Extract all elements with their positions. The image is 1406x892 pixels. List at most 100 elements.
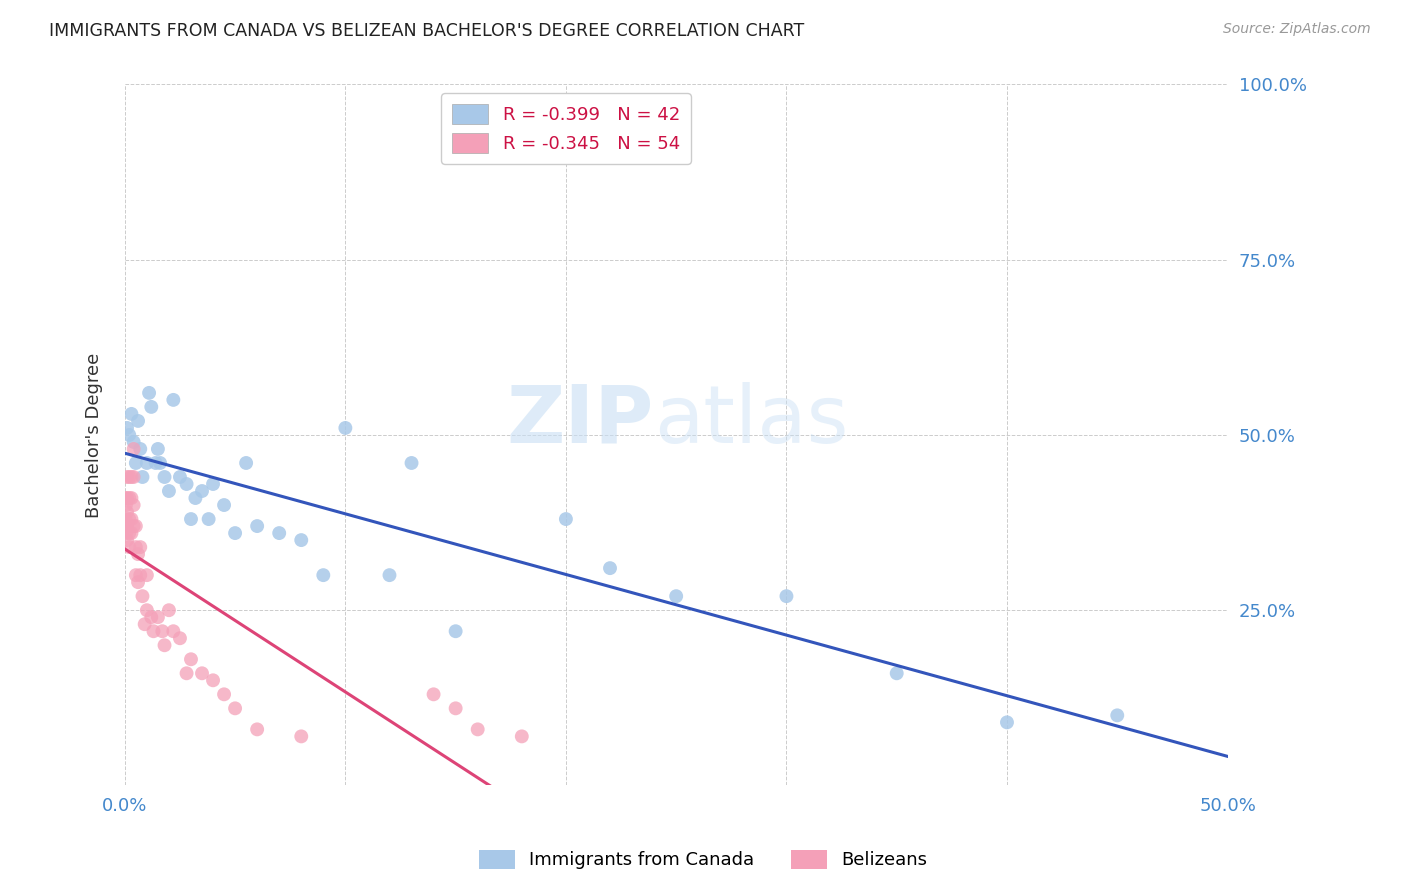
Point — [184, 491, 207, 505]
Point — [665, 589, 688, 603]
Point — [129, 442, 152, 456]
Point — [224, 526, 246, 541]
Point — [246, 723, 269, 737]
Point — [775, 589, 797, 603]
Point — [162, 624, 184, 639]
Point — [1107, 708, 1129, 723]
Point — [115, 519, 138, 533]
Point — [115, 519, 138, 533]
Point — [153, 470, 176, 484]
Point — [127, 575, 149, 590]
Point — [131, 470, 153, 484]
Point — [157, 483, 180, 498]
Point — [444, 701, 467, 715]
Point — [246, 519, 269, 533]
Point — [135, 456, 157, 470]
Point — [142, 624, 165, 639]
Point — [131, 589, 153, 603]
Point — [125, 519, 148, 533]
Point — [180, 512, 202, 526]
Point — [122, 442, 145, 456]
Point — [127, 414, 149, 428]
Point — [169, 470, 191, 484]
Point — [202, 673, 225, 688]
Point — [115, 533, 138, 547]
Point — [191, 483, 214, 498]
Point — [401, 456, 423, 470]
Text: atlas: atlas — [654, 382, 848, 460]
Point — [554, 512, 576, 526]
Point — [995, 715, 1018, 730]
Point — [335, 421, 357, 435]
Legend: Immigrants from Canada, Belizeans: Immigrants from Canada, Belizeans — [470, 840, 936, 879]
Point — [114, 491, 136, 505]
Point — [444, 624, 467, 639]
Point — [235, 456, 257, 470]
Point — [202, 477, 225, 491]
Point — [149, 456, 172, 470]
Point — [115, 470, 138, 484]
Point — [120, 512, 142, 526]
Point — [127, 547, 149, 561]
Y-axis label: Bachelor's Degree: Bachelor's Degree — [86, 352, 103, 517]
Point — [122, 519, 145, 533]
Point — [146, 610, 169, 624]
Point — [224, 701, 246, 715]
Point — [212, 687, 235, 701]
Point — [422, 687, 444, 701]
Point — [135, 568, 157, 582]
Point — [125, 456, 148, 470]
Point — [141, 610, 163, 624]
Point — [141, 400, 163, 414]
Point — [191, 666, 214, 681]
Point — [118, 470, 141, 484]
Point — [120, 470, 142, 484]
Point — [115, 491, 138, 505]
Point — [135, 603, 157, 617]
Point — [120, 407, 142, 421]
Point — [290, 533, 312, 547]
Point — [145, 456, 167, 470]
Point — [129, 540, 152, 554]
Point — [120, 491, 142, 505]
Point — [157, 603, 180, 617]
Point — [129, 568, 152, 582]
Point — [122, 434, 145, 449]
Point — [146, 442, 169, 456]
Point — [290, 730, 312, 744]
Legend: R = -0.399   N = 42, R = -0.345   N = 54: R = -0.399 N = 42, R = -0.345 N = 54 — [441, 94, 690, 164]
Point — [118, 512, 141, 526]
Point — [118, 526, 141, 541]
Text: ZIP: ZIP — [508, 382, 654, 460]
Point — [162, 392, 184, 407]
Point — [176, 477, 198, 491]
Text: Source: ZipAtlas.com: Source: ZipAtlas.com — [1223, 22, 1371, 37]
Text: IMMIGRANTS FROM CANADA VS BELIZEAN BACHELOR'S DEGREE CORRELATION CHART: IMMIGRANTS FROM CANADA VS BELIZEAN BACHE… — [49, 22, 804, 40]
Point — [312, 568, 335, 582]
Point — [115, 498, 138, 512]
Point — [122, 498, 145, 512]
Point — [510, 730, 533, 744]
Point — [120, 526, 142, 541]
Point — [180, 652, 202, 666]
Point — [138, 385, 160, 400]
Point — [467, 723, 489, 737]
Point — [599, 561, 621, 575]
Point — [115, 421, 138, 435]
Point — [114, 512, 136, 526]
Point — [886, 666, 908, 681]
Point — [118, 491, 141, 505]
Point — [122, 470, 145, 484]
Point — [378, 568, 401, 582]
Point — [153, 638, 176, 652]
Point — [125, 568, 148, 582]
Point — [212, 498, 235, 512]
Point — [115, 505, 138, 519]
Point — [134, 617, 156, 632]
Point — [118, 540, 141, 554]
Point — [169, 632, 191, 646]
Point — [150, 624, 173, 639]
Point — [118, 428, 141, 442]
Point — [269, 526, 291, 541]
Point — [176, 666, 198, 681]
